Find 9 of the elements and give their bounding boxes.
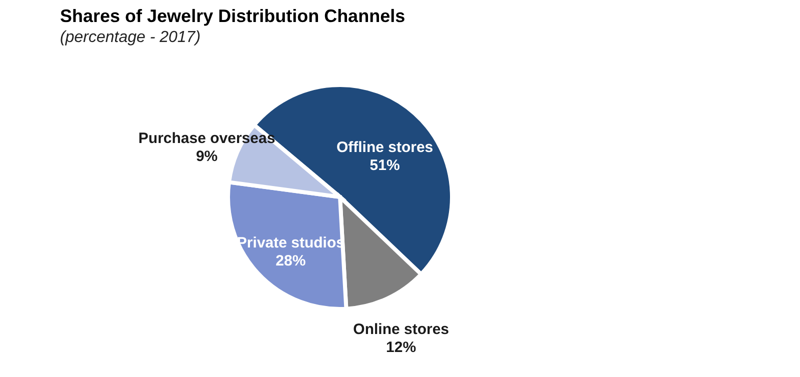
slice-label: Purchase overseas <box>138 130 276 148</box>
slice-label: Online stores <box>353 321 449 338</box>
data-label: 28% <box>276 252 306 270</box>
data-label: 51% <box>370 156 400 174</box>
chart-subtitle: (percentage - 2017) <box>60 29 201 46</box>
data-label: 9% <box>196 148 218 166</box>
data-label: 12% <box>386 339 416 356</box>
slice-label: Offline stores <box>336 138 434 156</box>
chart-title: Shares of Jewelry Distribution Channels <box>60 6 406 26</box>
